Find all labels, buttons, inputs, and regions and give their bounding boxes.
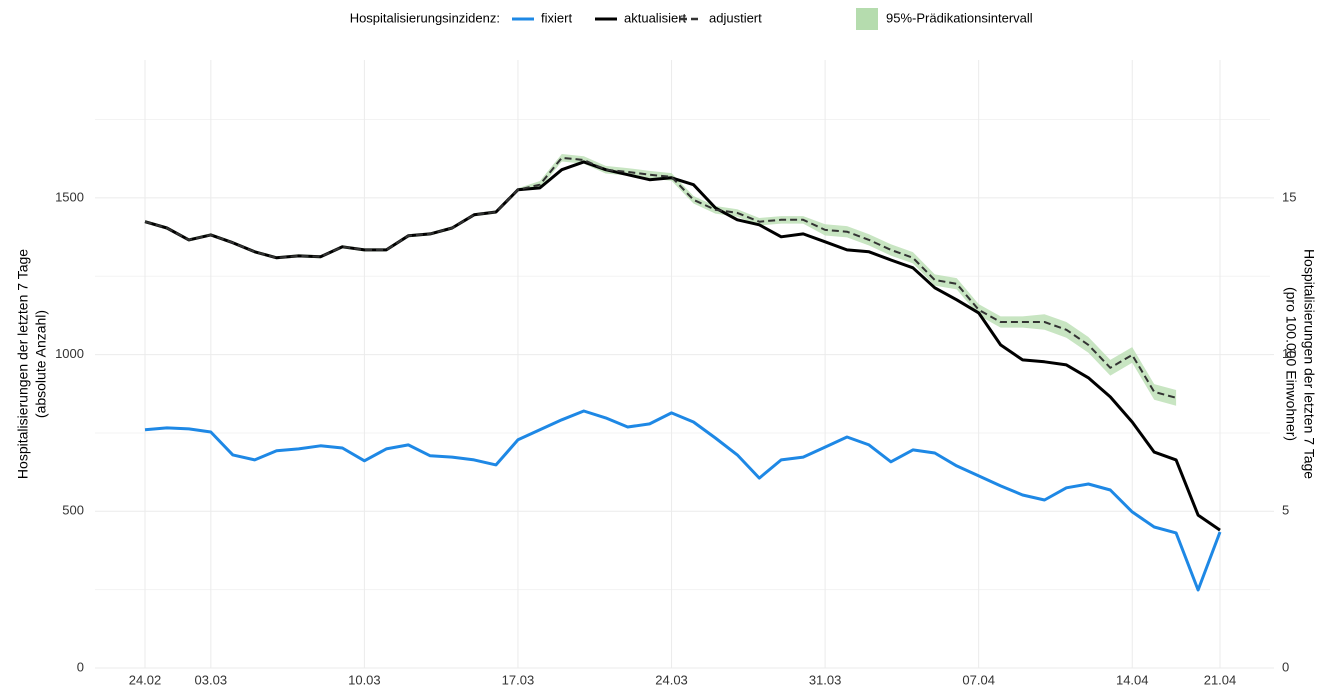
y2-axis-label: Hospitalisierungen der letzten 7 Tage [1301, 249, 1317, 479]
legend-swatch [856, 8, 878, 30]
x-tick-label: 24.02 [129, 672, 162, 687]
prediction-band [145, 154, 1177, 406]
x-tick-label: 03.03 [195, 672, 228, 687]
legend-label: 95%-Prädikationsintervall [886, 10, 1033, 25]
x-tick-label: 17.03 [502, 672, 535, 687]
y2-tick-label: 5 [1282, 503, 1289, 518]
series-line [144, 156, 1177, 399]
series-line [144, 160, 1221, 532]
x-tick-label: 10.03 [348, 672, 381, 687]
y2-axis-label: (pro 100.000 Einwohner) [1283, 287, 1299, 441]
x-tick-label: 07.04 [962, 672, 995, 687]
x-tick-label: 21.04 [1204, 672, 1237, 687]
x-tick-label: 14.04 [1116, 672, 1149, 687]
y2-tick-label: 10 [1282, 346, 1296, 361]
series-line [144, 409, 1222, 592]
y-axis-label: (absolute Anzahl) [33, 310, 49, 418]
y-tick-label: 1000 [55, 346, 84, 361]
y-tick-label: 0 [77, 659, 84, 674]
y-axis-label: Hospitalisierungen der letzten 7 Tage [15, 249, 31, 479]
legend-label: aktualisiert [624, 10, 687, 25]
y-tick-label: 500 [62, 503, 84, 518]
y-tick-label: 1500 [55, 189, 84, 204]
x-tick-label: 31.03 [809, 672, 842, 687]
y2-tick-label: 15 [1282, 189, 1296, 204]
legend-title: Hospitalisierungsinzidenz: [350, 10, 500, 25]
y2-tick-label: 0 [1282, 659, 1289, 674]
x-tick-label: 24.03 [655, 672, 688, 687]
legend-label: fixiert [541, 10, 572, 25]
legend-label: adjustiert [709, 10, 762, 25]
